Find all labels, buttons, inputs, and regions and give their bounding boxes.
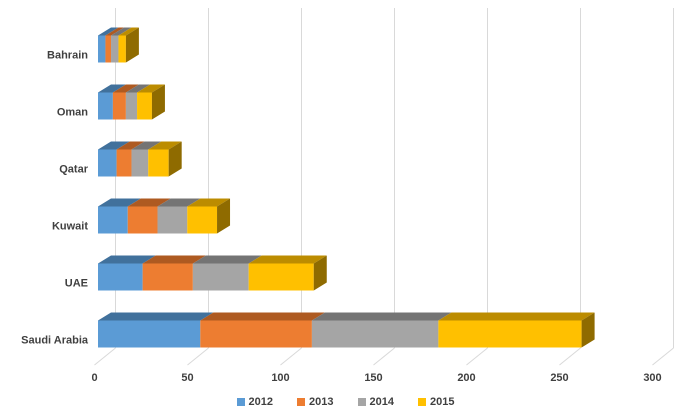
bar-segment-uae-2012 <box>98 263 143 291</box>
bar-segment-uae-2013 <box>142 263 193 291</box>
bar-segment-bahrain-2015 <box>118 35 126 63</box>
y-category-label-kuwait: Kuwait <box>52 221 88 233</box>
y-category-label-bahrain: Bahrain <box>47 50 88 62</box>
bar-segment-qatar-2014 <box>131 149 149 177</box>
legend-marker-2014 <box>357 398 366 406</box>
bar-segment-side-uae-2015 <box>313 255 327 291</box>
legend-item-2013: 2013 <box>297 395 334 408</box>
bar-segment-top-saudi-arabia-2015 <box>438 312 595 321</box>
bar-segment-bahrain-2012 <box>98 35 106 63</box>
bar-segment-kuwait-2014 <box>157 206 188 234</box>
chart-legend: 2012 2013 2014 2015 <box>0 393 691 411</box>
bar-segment-top-uae-2012 <box>98 255 156 264</box>
legend-item-2012: 2012 <box>236 395 274 408</box>
tick-mark-250 <box>559 347 581 366</box>
bar-segment-top-uae-2014 <box>192 255 262 264</box>
x-tick-label-300: 300 <box>643 372 661 384</box>
legend-marker-2013 <box>297 398 306 406</box>
y-category-label-oman: Oman <box>57 107 88 119</box>
x-tick-label-250: 250 <box>550 372 568 384</box>
bar-segment-side-kuwait-2015 <box>217 198 231 234</box>
bar-segment-top-uae-2015 <box>248 255 327 264</box>
x-tick-label-100: 100 <box>271 372 289 384</box>
bar-segment-saudi-arabia-2012 <box>98 320 201 348</box>
bar-segment-bahrain-2013 <box>105 35 112 63</box>
x-tick-label-50: 50 <box>181 372 193 384</box>
bar-segment-qatar-2012 <box>98 149 117 177</box>
bar-segment-side-saudi-arabia-2015 <box>581 312 595 348</box>
tick-mark-100 <box>280 347 302 366</box>
bar-segment-oman-2013 <box>112 92 126 120</box>
bar-segment-kuwait-2012 <box>98 206 128 234</box>
tick-mark-50 <box>187 347 209 366</box>
bar-segment-uae-2015 <box>248 263 314 291</box>
legend-label-2014: 2014 <box>369 395 394 408</box>
bar-segment-kuwait-2015 <box>187 206 218 234</box>
legend-label-2015: 2015 <box>429 395 455 408</box>
bar-segment-top-bahrain-2013 <box>105 27 125 36</box>
legend-label-2012: 2012 <box>248 395 274 408</box>
bar-segment-top-bahrain-2014 <box>111 27 132 36</box>
bar-segment-side-bahrain-2015 <box>125 27 139 63</box>
tick-mark-300 <box>652 347 674 366</box>
bar-segment-top-uae-2013 <box>142 255 206 264</box>
y-category-label-uae: UAE <box>65 278 88 290</box>
bar-segment-oman-2012 <box>98 92 113 120</box>
bar-segment-top-kuwait-2015 <box>187 198 231 207</box>
tick-mark-150 <box>373 347 395 366</box>
bar-segment-top-oman-2013 <box>112 84 139 93</box>
bar-segment-top-bahrain-2015 <box>118 27 139 36</box>
legend-marker-2015 <box>417 398 426 406</box>
tick-mark-200 <box>466 347 488 366</box>
bar-segment-qatar-2015 <box>148 149 169 177</box>
bar-segment-top-qatar-2014 <box>131 141 162 150</box>
bar-segment-top-qatar-2012 <box>98 141 130 150</box>
bar-segment-oman-2014 <box>125 92 138 120</box>
bar-segment-uae-2014 <box>192 263 249 291</box>
bar-segment-top-kuwait-2014 <box>157 198 201 207</box>
legend-label-2013: 2013 <box>309 395 334 408</box>
bar-segment-top-saudi-arabia-2013 <box>200 312 325 321</box>
bar-segment-top-kuwait-2012 <box>98 198 141 207</box>
bar-segment-oman-2015 <box>137 92 152 120</box>
chart-canvas: 0 50 100 150 200 250 300 Bahrain Oman Qatar Kuwait… <box>21 8 674 384</box>
bar-segment-top-oman-2012 <box>98 84 126 93</box>
bar-segment-top-bahrain-2012 <box>98 27 119 36</box>
bar-segment-saudi-arabia-2015 <box>438 320 582 348</box>
y-category-label-saudi-arabia: Saudi Arabia <box>21 335 89 347</box>
bar-segment-bahrain-2014 <box>111 35 119 63</box>
y-category-label-qatar: Qatar <box>59 164 88 176</box>
bar-segment-qatar-2013 <box>116 149 132 177</box>
bar-segment-top-qatar-2015 <box>148 141 182 150</box>
bar-segment-side-oman-2015 <box>151 84 165 120</box>
bar-segment-top-oman-2015 <box>137 84 165 93</box>
legend-marker-2012 <box>236 398 245 406</box>
x-tick-label-200: 200 <box>457 372 475 384</box>
tick-mark-0 <box>94 347 116 366</box>
bar-segment-top-kuwait-2013 <box>127 198 171 207</box>
bar-segment-top-saudi-arabia-2012 <box>98 312 214 321</box>
bar-segment-top-saudi-arabia-2014 <box>311 312 452 321</box>
x-tick-label-0: 0 <box>91 372 97 384</box>
bar-segment-kuwait-2013 <box>127 206 158 234</box>
bar-segment-saudi-arabia-2014 <box>311 320 439 348</box>
legend-item-2014: 2014 <box>357 395 394 408</box>
x-tick-label-150: 150 <box>364 372 382 384</box>
bar-segment-top-oman-2014 <box>125 84 151 93</box>
bar-segment-top-qatar-2013 <box>116 141 145 150</box>
bar-segment-saudi-arabia-2013 <box>200 320 312 348</box>
legend-item-2015: 2015 <box>417 395 455 408</box>
bar-segment-side-qatar-2015 <box>168 141 182 177</box>
